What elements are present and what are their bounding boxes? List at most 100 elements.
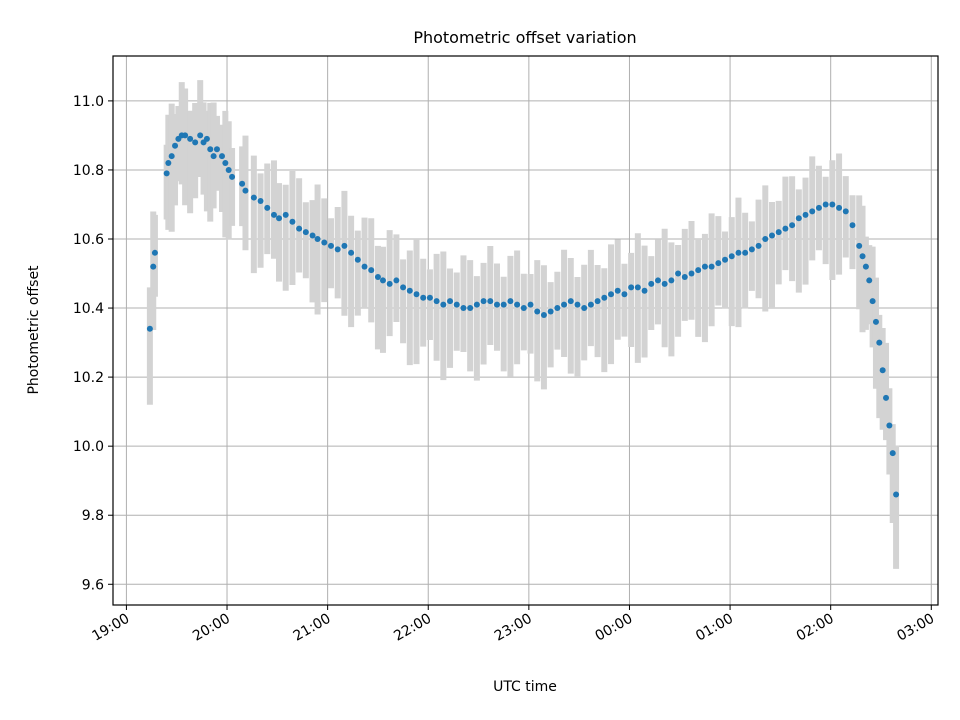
data-point (222, 160, 229, 167)
data-point (334, 246, 341, 253)
data-point (883, 394, 890, 401)
data-point (467, 305, 474, 312)
data-point (701, 263, 708, 270)
data-point (601, 294, 608, 301)
data-point (862, 263, 869, 270)
data-point (614, 287, 621, 294)
data-point (661, 280, 668, 287)
data-point (648, 280, 655, 287)
data-point (270, 211, 277, 218)
y-tick-label: 9.6 (82, 577, 104, 593)
data-point (815, 204, 822, 211)
data-point (302, 229, 309, 236)
data-point (207, 146, 214, 153)
data-point (203, 135, 210, 142)
data-point (554, 305, 561, 312)
data-point (782, 225, 789, 232)
data-point (289, 218, 296, 225)
data-point (168, 153, 175, 160)
data-point (567, 298, 574, 305)
data-point (368, 267, 375, 274)
data-point (735, 249, 742, 256)
y-tick-label: 10.2 (73, 370, 104, 386)
data-point (374, 273, 381, 280)
data-point (453, 301, 460, 308)
data-point (321, 239, 328, 246)
data-point (296, 225, 303, 232)
data-point (213, 146, 220, 153)
data-point (187, 135, 194, 142)
data-point (440, 301, 447, 308)
y-tick-label: 11.0 (73, 94, 104, 110)
data-point (534, 308, 541, 315)
data-point (487, 298, 494, 305)
data-point (197, 132, 204, 139)
data-point (257, 198, 264, 205)
data-point (755, 242, 762, 249)
data-point (426, 294, 433, 301)
data-point (869, 298, 876, 305)
data-point (379, 277, 386, 284)
data-point (480, 298, 487, 305)
data-point (762, 236, 769, 242)
data-point (641, 287, 648, 294)
data-point (594, 298, 601, 305)
data-point (239, 180, 246, 187)
data-point (250, 194, 257, 201)
data-point (314, 236, 321, 242)
data-point (406, 287, 413, 294)
data-point (802, 211, 809, 218)
data-point (163, 170, 170, 177)
data-point (327, 242, 334, 249)
data-point (654, 277, 661, 284)
data-point (210, 153, 217, 160)
data-point (889, 450, 896, 457)
data-point (473, 301, 480, 308)
data-point (172, 142, 179, 149)
data-point (413, 291, 420, 298)
data-point (348, 249, 355, 256)
data-point (879, 367, 886, 374)
data-point (715, 260, 722, 267)
data-point (393, 277, 400, 284)
data-point (420, 294, 427, 301)
data-point (876, 339, 883, 346)
data-point (433, 298, 440, 305)
data-point (447, 298, 454, 305)
data-point (893, 491, 900, 498)
data-point (708, 263, 715, 270)
data-point (608, 291, 615, 298)
data-point (527, 301, 534, 308)
data-point (856, 242, 863, 249)
data-point (809, 208, 816, 215)
data-point (742, 249, 749, 256)
data-point (728, 253, 735, 260)
data-point (514, 301, 521, 308)
x-axis-label: UTC time (493, 679, 557, 695)
data-point (229, 173, 236, 180)
y-tick-label: 10.6 (73, 232, 104, 248)
data-point (146, 325, 153, 332)
data-point (675, 270, 682, 277)
data-point (282, 211, 289, 218)
data-point (574, 301, 581, 308)
data-point (386, 280, 393, 287)
data-point (192, 139, 199, 146)
data-point (400, 284, 407, 291)
data-point (540, 311, 547, 318)
data-point (309, 232, 316, 239)
data-point (150, 263, 157, 270)
data-point (872, 318, 879, 325)
data-point (668, 277, 675, 284)
chart-title: Photometric offset variation (413, 28, 636, 47)
data-point (849, 222, 856, 229)
data-point (500, 301, 507, 308)
data-point (634, 284, 641, 291)
y-tick-label: 10.0 (73, 439, 104, 455)
data-point (789, 222, 796, 229)
data-point (859, 253, 866, 260)
data-point (748, 246, 755, 253)
data-point (688, 270, 695, 277)
data-point (276, 215, 283, 222)
